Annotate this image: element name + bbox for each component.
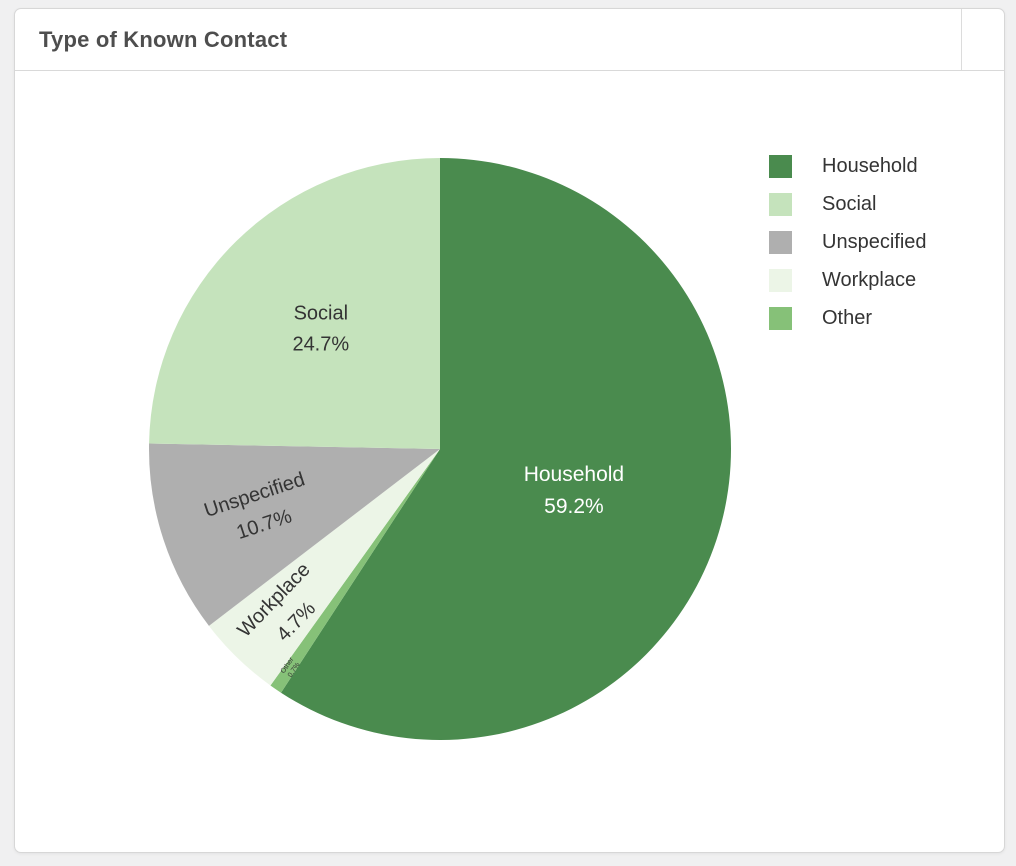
legend-item-unspecified[interactable]: Unspecified bbox=[769, 223, 927, 261]
chart-title: Type of Known Contact bbox=[39, 26, 288, 52]
legend-item-label: Workplace bbox=[822, 268, 917, 291]
legend-item-label: Social bbox=[822, 192, 877, 215]
pie-slice-household[interactable] bbox=[281, 158, 732, 740]
legend-item-label: Other bbox=[822, 306, 873, 329]
pie-chart: Household 59.2%Other0.7%Workplace4.7%Unsp… bbox=[148, 158, 732, 740]
pie-label-household: Household 59.2% bbox=[524, 463, 624, 518]
legend-color-chip bbox=[769, 154, 792, 178]
header-divider bbox=[961, 9, 962, 70]
chart-card-header: Type of Known Contact bbox=[15, 9, 1004, 71]
pie-slice-workplace[interactable] bbox=[208, 449, 440, 686]
legend-item-household[interactable]: Household bbox=[769, 147, 927, 185]
pie-slice-other[interactable] bbox=[270, 449, 440, 693]
legend-color-chip bbox=[769, 192, 792, 216]
chart-area: Household 59.2% Other0.7% Workplace4.7% Unsp… bbox=[15, 71, 1004, 852]
legend-item-workplace[interactable]: Workplace bbox=[769, 261, 927, 299]
legend-color-chip bbox=[769, 306, 792, 330]
pie-slice-social[interactable] bbox=[149, 158, 441, 449]
legend-item-other[interactable]: Other bbox=[769, 299, 927, 337]
legend-item-label: Household bbox=[822, 154, 918, 177]
chart-card: Type of Known Contact Household 59.2% Othe… bbox=[14, 8, 1005, 853]
legend-color-chip bbox=[769, 230, 792, 254]
legend: Household Social Unspecified Workplace Other bbox=[769, 147, 927, 337]
pie-label-social: Social 24.7% bbox=[292, 303, 349, 356]
legend-item-label: Unspecified bbox=[822, 230, 927, 253]
pie-slice-unspecified[interactable] bbox=[148, 443, 441, 626]
legend-color-chip bbox=[769, 268, 792, 292]
legend-item-social[interactable]: Social bbox=[769, 185, 927, 223]
